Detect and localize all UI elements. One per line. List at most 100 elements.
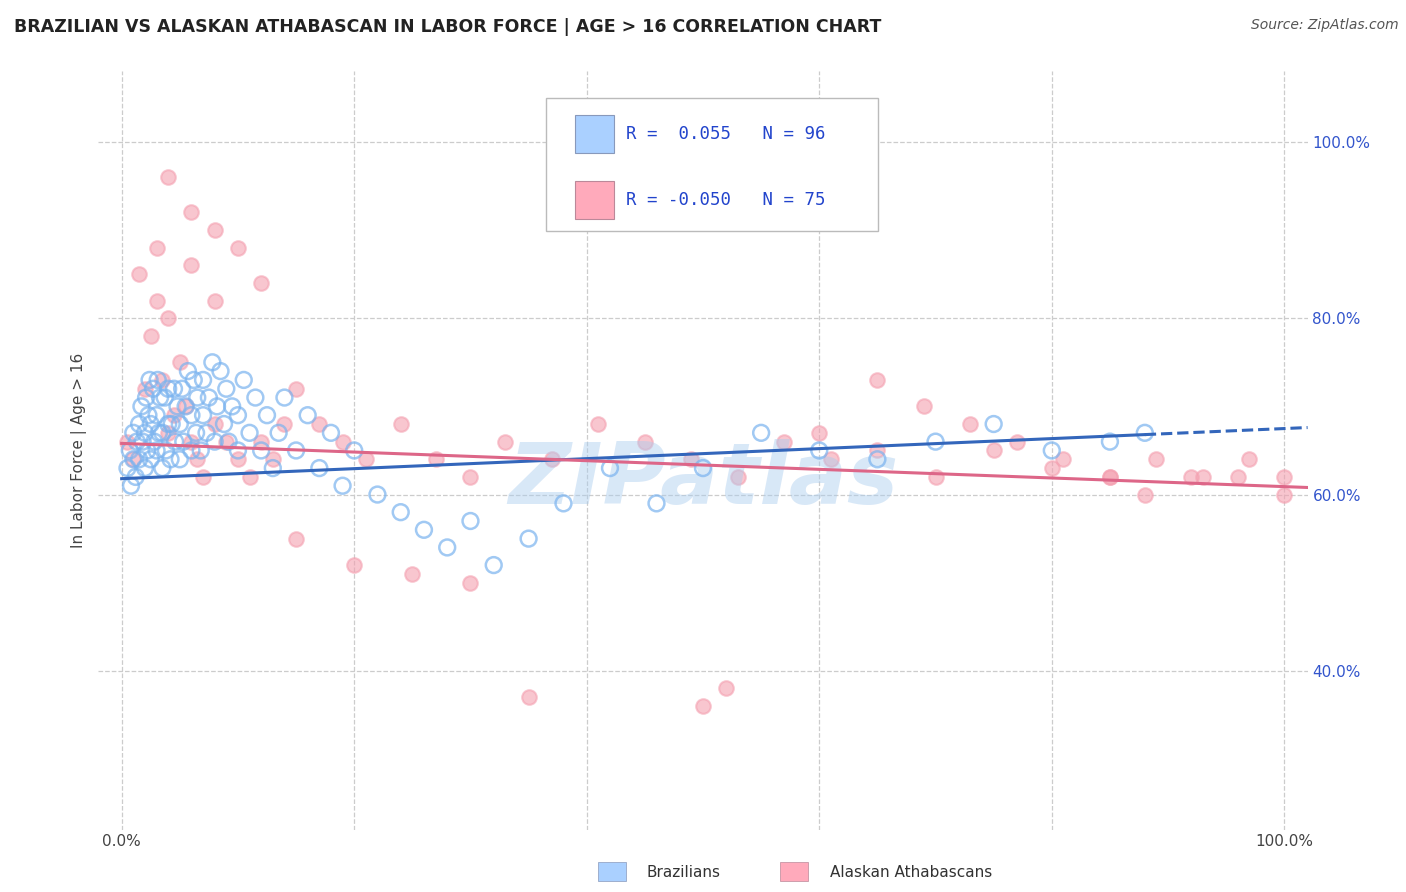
- Point: [204, 293, 226, 308]
- Point: [1005, 434, 1028, 449]
- Point: [389, 505, 412, 519]
- Point: [297, 408, 319, 422]
- Point: [142, 382, 165, 396]
- Text: Brazilians: Brazilians: [647, 865, 721, 880]
- Point: [912, 400, 935, 414]
- Point: [180, 258, 202, 272]
- Point: [1040, 443, 1063, 458]
- Point: [195, 425, 218, 440]
- Point: [163, 382, 186, 396]
- Point: [145, 241, 167, 255]
- Point: [482, 558, 505, 572]
- Point: [1180, 470, 1202, 484]
- Point: [212, 417, 235, 431]
- Point: [205, 400, 228, 414]
- Point: [285, 382, 308, 396]
- Point: [256, 408, 278, 422]
- Point: [148, 425, 170, 440]
- Point: [136, 443, 159, 458]
- Point: [198, 391, 221, 405]
- Point: [209, 364, 232, 378]
- Point: [128, 452, 150, 467]
- Point: [645, 496, 668, 510]
- Point: [134, 425, 156, 440]
- Point: [1272, 487, 1295, 501]
- Point: [983, 417, 1005, 431]
- Point: [436, 541, 458, 555]
- Point: [354, 452, 377, 467]
- Point: [1226, 470, 1249, 484]
- Point: [191, 470, 214, 484]
- Point: [177, 364, 200, 378]
- Point: [174, 400, 197, 414]
- Point: [149, 391, 172, 405]
- Point: [1133, 487, 1156, 501]
- Point: [262, 461, 284, 475]
- Point: [128, 417, 150, 431]
- Point: [681, 452, 703, 467]
- Point: [180, 205, 202, 219]
- Point: [460, 575, 482, 590]
- Point: [924, 434, 946, 449]
- Point: [773, 434, 796, 449]
- Point: [221, 400, 243, 414]
- Point: [145, 293, 167, 308]
- Point: [153, 391, 176, 405]
- Point: [139, 452, 162, 467]
- Point: [366, 487, 388, 501]
- Bar: [575, 115, 613, 153]
- Point: [1192, 470, 1215, 484]
- Point: [226, 241, 249, 255]
- Point: [983, 443, 1005, 458]
- Point: [172, 382, 194, 396]
- Point: [285, 532, 308, 546]
- Point: [308, 461, 330, 475]
- Point: [425, 452, 447, 467]
- Text: ZIPatlas: ZIPatlas: [508, 439, 898, 523]
- Point: [1239, 452, 1261, 467]
- Point: [692, 699, 714, 714]
- FancyBboxPatch shape: [546, 98, 879, 230]
- Point: [1144, 452, 1167, 467]
- Point: [128, 267, 150, 281]
- Point: [157, 425, 180, 440]
- Point: [250, 434, 273, 449]
- Point: [308, 417, 330, 431]
- Point: [413, 523, 436, 537]
- Point: [160, 417, 183, 431]
- Point: [540, 452, 562, 467]
- Point: [174, 400, 197, 414]
- Point: [186, 452, 208, 467]
- Point: [139, 329, 162, 343]
- Point: [138, 373, 160, 387]
- Point: [866, 452, 889, 467]
- Point: [1133, 425, 1156, 440]
- Point: [145, 408, 167, 422]
- Point: [716, 681, 738, 696]
- Point: [1098, 470, 1121, 484]
- Point: [180, 443, 202, 458]
- Text: Source: ZipAtlas.com: Source: ZipAtlas.com: [1251, 18, 1399, 32]
- Point: [232, 373, 254, 387]
- Point: [1040, 461, 1063, 475]
- Point: [1098, 470, 1121, 484]
- Point: [169, 355, 191, 369]
- Point: [866, 373, 889, 387]
- Point: [145, 443, 167, 458]
- Point: [184, 425, 207, 440]
- Point: [517, 532, 540, 546]
- Point: [191, 373, 214, 387]
- Point: [134, 461, 156, 475]
- Point: [143, 434, 166, 449]
- Text: BRAZILIAN VS ALASKAN ATHABASCAN IN LABOR FORCE | AGE > 16 CORRELATION CHART: BRAZILIAN VS ALASKAN ATHABASCAN IN LABOR…: [14, 18, 882, 36]
- Point: [138, 408, 160, 422]
- Point: [131, 434, 153, 449]
- Point: [122, 452, 145, 467]
- Point: [117, 434, 139, 449]
- Point: [125, 434, 148, 449]
- Text: R =  0.055   N = 96: R = 0.055 N = 96: [626, 125, 825, 144]
- Point: [157, 382, 180, 396]
- Point: [599, 461, 621, 475]
- Point: [118, 443, 141, 458]
- Point: [190, 443, 212, 458]
